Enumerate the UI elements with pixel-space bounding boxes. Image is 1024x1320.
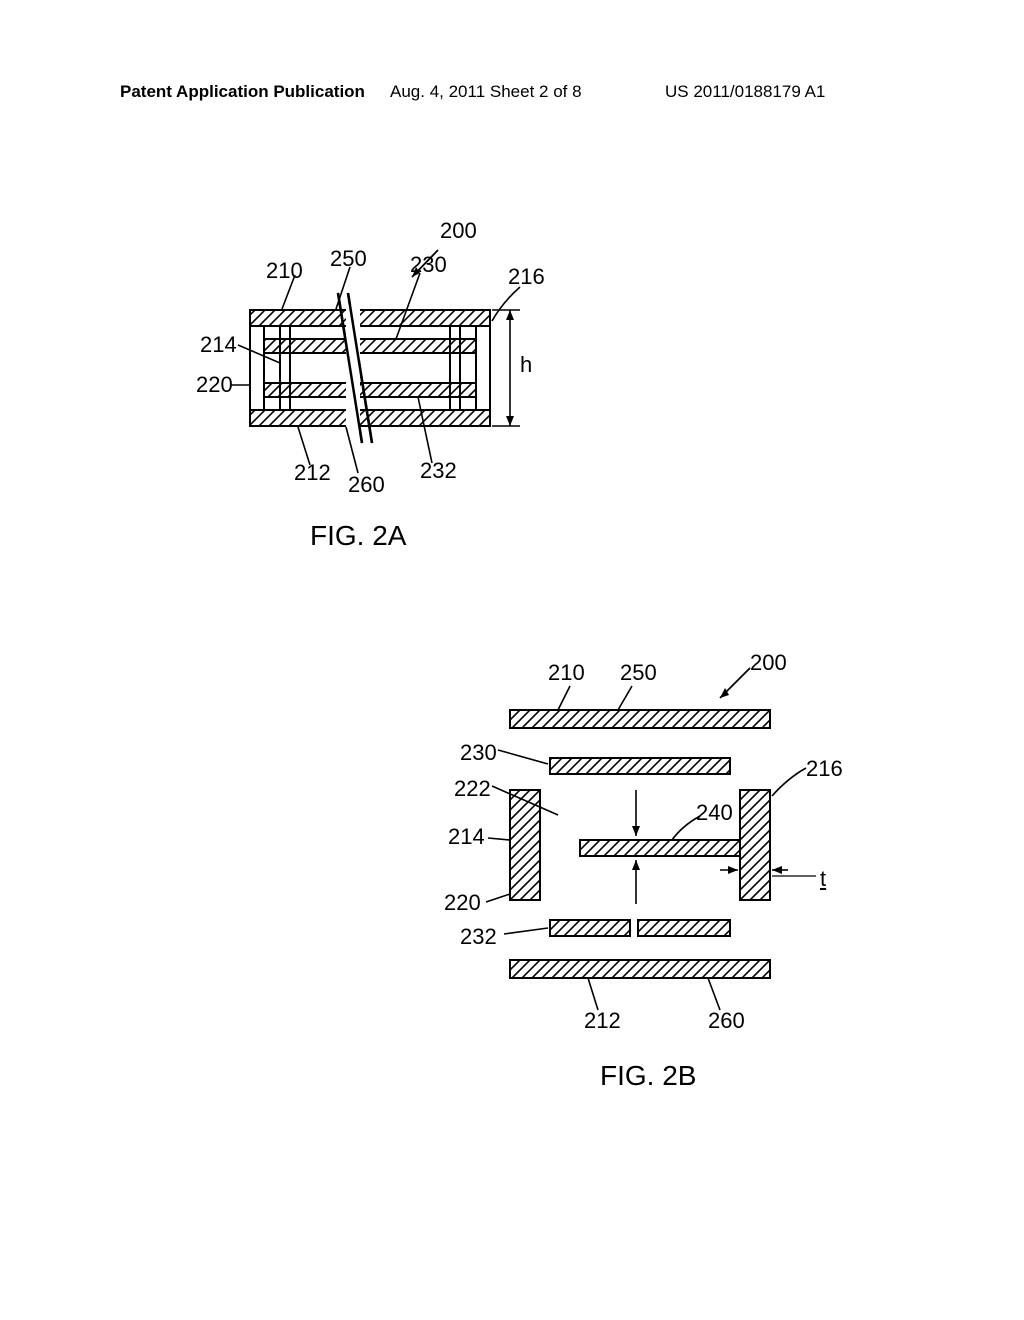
- ref-214-a: 214: [200, 332, 237, 358]
- ref-250-b: 250: [620, 660, 657, 686]
- fig-2a-label: FIG. 2A: [310, 520, 406, 552]
- ref-260-a: 260: [348, 472, 385, 498]
- header-left: Patent Application Publication: [120, 82, 365, 102]
- ref-220-a: 220: [196, 372, 233, 398]
- figure-2a: [180, 215, 620, 545]
- ref-260-b: 260: [708, 1008, 745, 1034]
- ref-t: t: [820, 866, 826, 892]
- ref-200-b: 200: [750, 650, 787, 676]
- ref-250-a: 250: [330, 246, 367, 272]
- ref-200-a: 200: [440, 218, 477, 244]
- header-mid: Aug. 4, 2011 Sheet 2 of 8: [390, 82, 582, 102]
- ref-216-a: 216: [508, 264, 545, 290]
- ref-232-a: 232: [420, 458, 457, 484]
- ref-214-b: 214: [448, 824, 485, 850]
- ref-212-a: 212: [294, 460, 331, 486]
- ref-240-b: 240: [696, 800, 733, 826]
- ref-230-b: 230: [460, 740, 497, 766]
- ref-210-b: 210: [548, 660, 585, 686]
- ref-220-b: 220: [444, 890, 481, 916]
- ref-222-b: 222: [454, 776, 491, 802]
- fig-2b-label: FIG. 2B: [600, 1060, 696, 1092]
- figure-2b: [420, 640, 900, 1090]
- ref-h: h: [520, 352, 532, 378]
- ref-230-a: 230: [410, 252, 447, 278]
- ref-212-b: 212: [584, 1008, 621, 1034]
- ref-210-a: 210: [266, 258, 303, 284]
- ref-216-b: 216: [806, 756, 843, 782]
- header-right: US 2011/0188179 A1: [665, 82, 825, 102]
- ref-232-b: 232: [460, 924, 497, 950]
